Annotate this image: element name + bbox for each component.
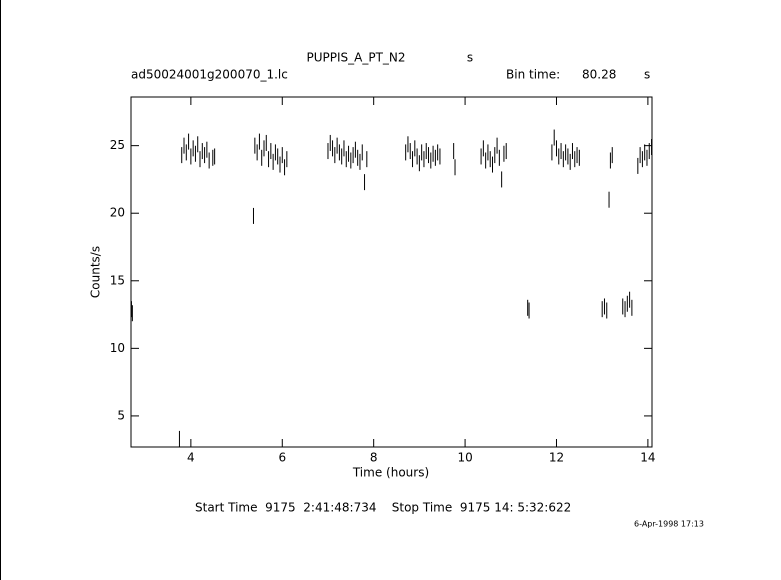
subtitle: ad50024001g200070_1.lc — [131, 68, 288, 82]
footer: Start Time 9175 2:41:48:734 Stop Time 91… — [195, 501, 571, 515]
y-tick-label: 20 — [110, 206, 125, 220]
y-axis-label: Counts/s — [89, 246, 103, 298]
x-tick-label: 6 — [278, 451, 286, 465]
plot-frame — [130, 96, 653, 448]
y-tick-label: 25 — [110, 138, 125, 152]
bin-time: 80.28 — [582, 68, 616, 82]
bin-time-unit: s — [644, 68, 650, 82]
y-tick-label: 10 — [110, 341, 125, 355]
x-tick-label: 10 — [457, 451, 472, 465]
chart-title: PUPPIS_A_PT_N2 — [306, 51, 405, 65]
x-tick-label: 8 — [370, 451, 378, 465]
x-tick-label: 12 — [549, 451, 564, 465]
y-tick-label: 15 — [110, 273, 125, 287]
date-stamp: 6-Apr-1998 17:13 — [634, 520, 704, 529]
x-axis-label: Time (hours) — [352, 466, 429, 480]
y-tick-label: 5 — [117, 408, 125, 422]
bin-time-label: Bin time: — [506, 68, 560, 82]
title-suffix: s — [467, 51, 473, 65]
x-tick-label: 4 — [187, 451, 195, 465]
x-tick-label: 14 — [640, 451, 655, 465]
